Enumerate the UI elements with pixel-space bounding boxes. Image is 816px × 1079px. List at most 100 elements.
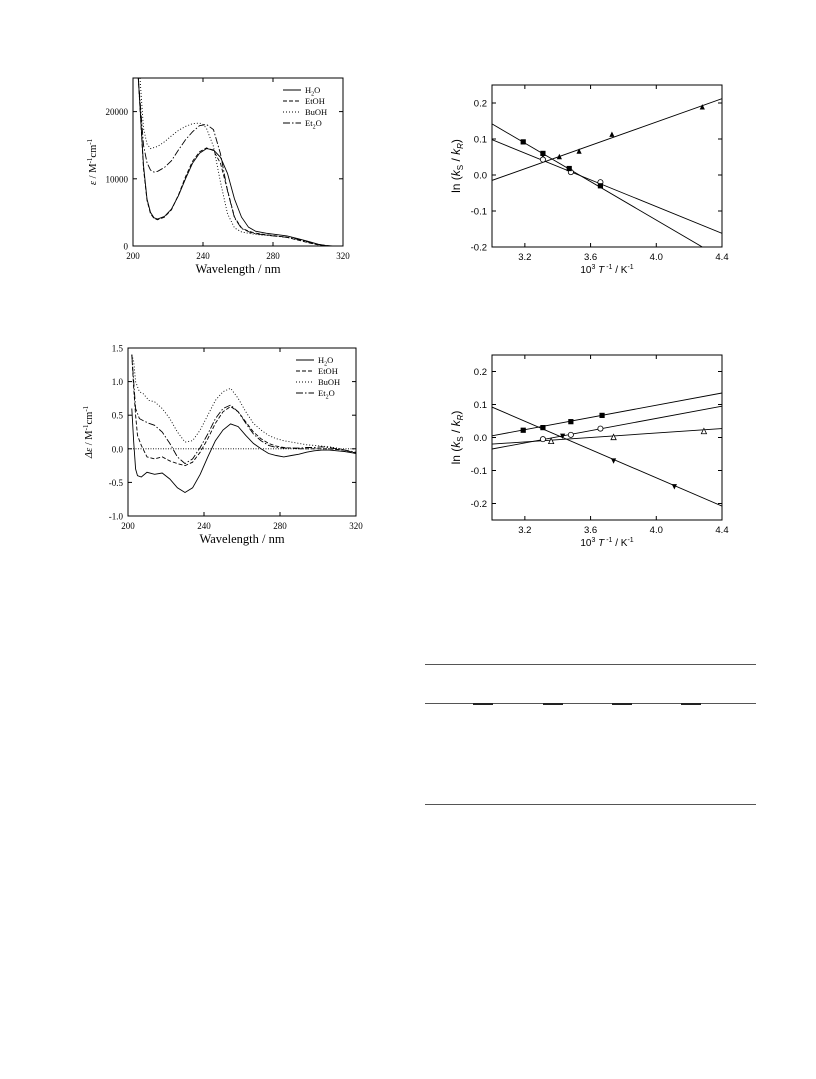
x-tick-label: 280 [266,251,280,261]
plot-frame [132,77,344,247]
legend-label: H2O [305,85,320,98]
series-line-h2o [137,78,343,246]
series-line-h2o [131,408,356,494]
y-tick-label: -1.0 [109,512,124,522]
arrhenius-plot-bottom: 3.2 3.6 4.0 4.4 -0.2 -0.1 0.0 0.1 0.2 103 T -1 / … [449,354,729,549]
fit-line [492,428,722,445]
legend-label: BuOH [305,107,327,117]
plot-frame [491,354,723,521]
x-tick-label: 320 [336,251,350,261]
x-tick-label: 3.6 [584,525,597,536]
y-tick-label: 10000 [106,174,129,184]
y-axis-label: Δε / M-1cm-1 [82,405,95,459]
legend-label: BuOH [318,377,340,387]
data-point-triangle [699,104,705,110]
data-point-triangle-down [560,433,566,440]
data-point-triangle [576,148,582,154]
data-point-square [597,183,604,189]
series-line-et2o [137,78,343,246]
data-point-square [540,425,546,431]
series-line-et2o [131,354,356,465]
data-point-triangle-open [700,427,708,435]
x-tick-label: 4.4 [715,525,728,536]
data-point-triangle-down [610,458,617,464]
x-tick-label: 3.6 [584,252,597,263]
data-point-square [599,412,605,418]
x-tick-label: 280 [273,521,287,531]
x-axis-label: 103 T -1 / K-1 [580,264,633,276]
x-tick-label: 200 [126,251,140,261]
x-axis-label: Wavelength / nm [199,532,284,546]
data-point-circle [539,436,546,443]
data-point-circle [597,425,604,432]
fit-line [492,392,722,437]
table-header-dash [681,703,701,705]
legend-label: EtOH [318,366,338,376]
cd-spectrum-chart: 200 240 280 320 -1.0 -0.5 0.0 0.5 1.0 1.5 H2OEtOHB… [82,344,363,547]
x-tick-label: 4.0 [650,252,663,263]
y-tick-label: 1.0 [112,377,124,387]
legend-label: EtOH [305,96,325,106]
y-tick-label: 20000 [106,107,129,117]
y-tick-label: 0.2 [474,99,487,110]
y-tick-label: 0.1 [474,135,487,146]
table-top-rule [425,664,756,665]
x-tick-label: 4.4 [715,252,728,263]
y-tick-label: 0.5 [112,411,124,421]
table-header-dash [473,703,493,705]
x-tick-label: 320 [349,521,363,531]
y-tick-label: 0.2 [474,367,487,378]
series-line-buoh [139,78,343,246]
legend-label: H2O [318,355,333,368]
series-line-etoh [137,78,343,246]
arrhenius-plot-top: 3.2 3.6 4.0 4.4 -0.2 -0.1 0.0 0.1 0.2 103 T -1 / … [449,84,729,276]
legend-label: Et2O [318,388,335,401]
table-bottom-rule [425,804,756,805]
fit-line [492,123,704,247]
y-tick-label: -0.2 [471,499,487,510]
x-tick-label: 200 [121,521,135,531]
series-line-etoh [131,354,356,467]
fit-line [492,139,722,234]
plot-frame [127,347,357,517]
x-axis-label: 103 T -1 / K-1 [580,537,633,549]
data-point-triangle [609,131,615,137]
data-point-triangle-down [671,484,677,490]
x-tick-label: 4.0 [650,525,663,536]
table-header-dash [543,703,563,705]
y-tick-label: 0.1 [474,400,487,411]
y-tick-label: 1.5 [112,344,124,354]
x-axis-label: Wavelength / nm [195,262,280,276]
data-point-circle [567,431,574,438]
y-tick-label: 0.0 [112,444,124,454]
data-point-square [520,139,526,145]
data-point-square [568,419,574,425]
x-tick-label: 240 [197,521,211,531]
table-header-rule [425,703,756,704]
fit-line [492,405,722,450]
y-tick-label: -0.5 [109,478,124,488]
fit-line [492,98,722,181]
table-header-dash [612,703,632,705]
data-point-triangle [556,153,562,160]
data-point-square [540,150,546,156]
legend-label: Et2O [305,118,322,131]
data-point-square [520,427,526,433]
x-tick-label: 3.2 [518,525,531,536]
y-axis-label: ln (kS / kR) [449,139,465,193]
y-tick-label: 0 [124,242,129,252]
y-tick-label: -0.1 [471,466,487,477]
plot-frame [491,84,723,248]
data-point-circle [539,156,546,163]
data-point-square [566,165,572,172]
x-tick-label: 3.2 [518,252,531,263]
data-point-triangle-open [547,437,555,445]
x-tick-label: 240 [196,251,210,261]
series-line-buoh [131,354,356,454]
data-point-triangle-open [610,433,617,441]
y-tick-label: -0.2 [471,243,487,254]
y-tick-label: 0.0 [474,171,487,182]
y-tick-label: 0.0 [474,433,487,444]
fit-line [492,406,722,507]
